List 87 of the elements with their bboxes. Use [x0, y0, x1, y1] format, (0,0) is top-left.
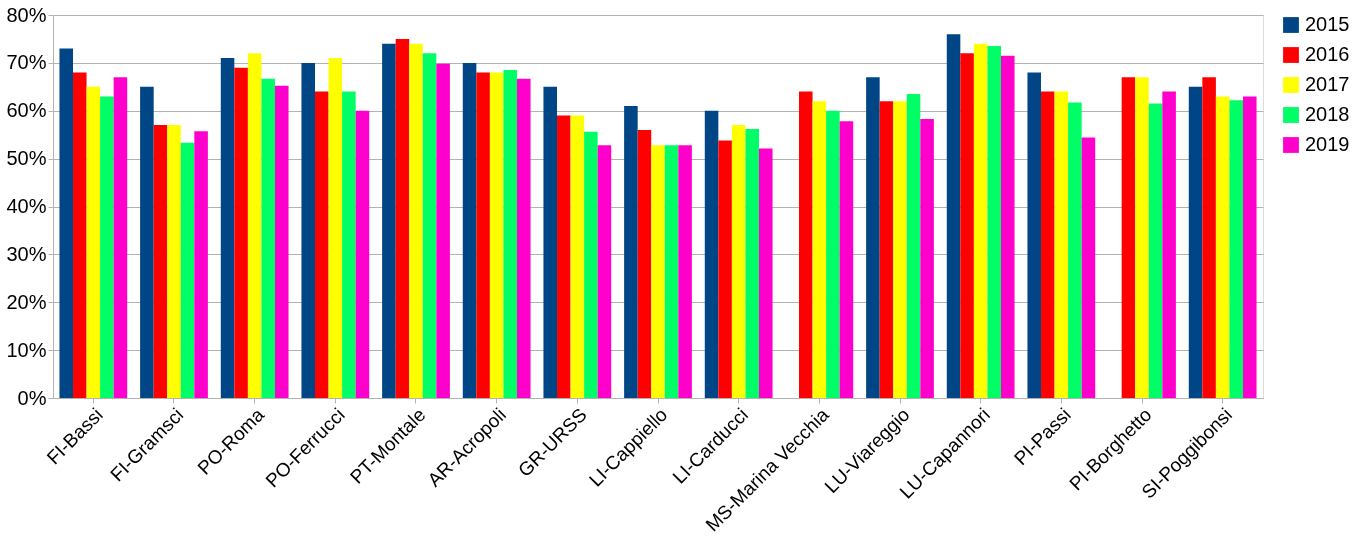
y-tick-label: 70% [6, 51, 47, 74]
bar [839, 121, 854, 398]
bar [879, 101, 894, 398]
bar [651, 145, 665, 398]
bar [153, 125, 168, 398]
bar [1000, 55, 1015, 398]
bar [409, 43, 423, 398]
bar [516, 78, 531, 398]
bar [180, 142, 195, 398]
bar [1068, 102, 1082, 398]
bar [758, 148, 773, 398]
bar [557, 115, 571, 398]
y-tick-label: 0% [17, 386, 47, 409]
bar [920, 118, 934, 398]
bar [1135, 77, 1149, 398]
bar [301, 62, 316, 398]
bar [167, 125, 181, 398]
bar [436, 63, 450, 398]
bar [220, 58, 235, 398]
bar [1081, 137, 1096, 398]
bar [731, 125, 746, 398]
bar [584, 131, 598, 398]
y-tick-label: 60% [6, 99, 47, 122]
bar [234, 67, 248, 398]
legend-label: 2017 [1305, 73, 1350, 95]
bar [59, 48, 74, 398]
bar [194, 131, 208, 398]
bar [462, 62, 477, 398]
bar [799, 91, 813, 398]
bar [678, 145, 692, 398]
bar [73, 72, 87, 398]
bar [1215, 96, 1230, 398]
bar [893, 101, 907, 398]
bar [906, 93, 921, 398]
bar [315, 91, 329, 398]
bar [395, 38, 410, 398]
legend-label: 2018 [1305, 103, 1350, 125]
bar [973, 43, 988, 398]
bar [1054, 91, 1069, 398]
y-tick-label: 30% [6, 242, 47, 265]
y-tick-label: 10% [6, 338, 47, 361]
bar [100, 96, 114, 398]
bar [1148, 103, 1163, 398]
bar [342, 91, 356, 398]
bar [1188, 86, 1203, 398]
bar [422, 53, 437, 398]
bar [946, 34, 961, 398]
bar [1242, 96, 1257, 398]
bar [1041, 91, 1055, 398]
y-tick-label: 20% [6, 290, 47, 313]
bar [328, 58, 343, 398]
legend-label: 2019 [1305, 133, 1350, 155]
bar [1202, 77, 1216, 398]
bar [718, 140, 732, 398]
bar [1027, 72, 1042, 398]
bar [476, 72, 490, 398]
bar [960, 53, 974, 398]
bar [987, 46, 1001, 398]
bar [140, 86, 154, 398]
y-tick-label: 50% [6, 147, 47, 170]
y-tick-label: 80% [6, 3, 47, 26]
bar [503, 70, 517, 398]
bar [1229, 100, 1243, 398]
bar [745, 128, 759, 398]
bar [274, 85, 289, 398]
legend-label: 2016 [1305, 43, 1350, 65]
bar [624, 105, 638, 398]
bar [355, 110, 370, 398]
bar [704, 110, 719, 398]
bar [247, 53, 262, 398]
bar [826, 110, 840, 398]
bar [261, 78, 275, 398]
y-tick-label: 40% [6, 195, 47, 217]
bar [1121, 77, 1136, 398]
bar [113, 77, 128, 398]
bar [664, 145, 679, 398]
bar [597, 145, 612, 398]
bar [637, 129, 652, 398]
bar [86, 86, 101, 398]
bar [570, 115, 585, 398]
bar [1162, 91, 1176, 398]
bar [489, 72, 504, 398]
bar [543, 86, 558, 398]
bar [866, 77, 880, 398]
bar [382, 43, 396, 398]
legend-label: 2015 [1305, 13, 1350, 35]
bar [812, 101, 827, 398]
